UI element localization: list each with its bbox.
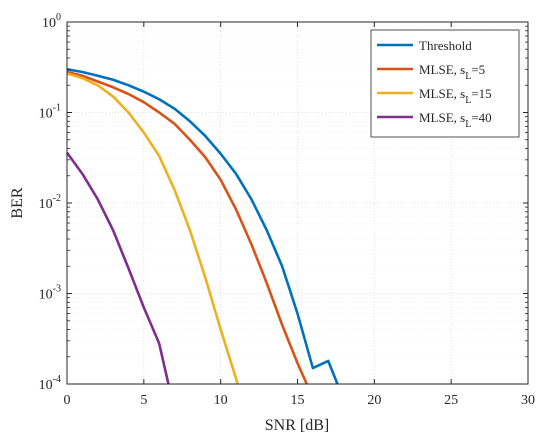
legend-label-main: Threshold <box>419 38 472 53</box>
series-line-0 <box>66 68 339 385</box>
series-line-3 <box>65 151 170 385</box>
legend-label-tail: =40 <box>471 110 491 125</box>
x-tick-labels: 0 5 10 15 20 25 30 <box>64 393 536 408</box>
legend-label-main: MLSE, s <box>419 110 465 125</box>
y-axis-label: BER <box>9 187 26 218</box>
legend-label-subscript: L <box>465 95 471 106</box>
y-tick-base: 10 <box>39 197 53 212</box>
x-tick-label: 10 <box>214 393 228 408</box>
legend-label-0: Threshold <box>419 38 472 53</box>
y-tick-base: 10 <box>39 107 53 122</box>
x-tick-label: 5 <box>140 393 147 408</box>
x-tick-label: 20 <box>367 393 381 408</box>
legend-label-tail: =5 <box>471 62 485 77</box>
legend-label-1: MLSE, sL=5 <box>419 62 485 82</box>
legend-label-main: MLSE, s <box>419 86 465 101</box>
series-line-1 <box>66 70 308 385</box>
y-tick-exponent: -4 <box>53 374 61 385</box>
legend-label-3: MLSE, sL=40 <box>419 110 492 130</box>
legend-box <box>370 29 520 138</box>
legend-label-tail: =15 <box>471 86 491 101</box>
series-line-2 <box>66 72 239 385</box>
y-tick-base: 10 <box>39 288 53 303</box>
series-group <box>65 68 339 385</box>
x-axis-label: SNR [dB] <box>265 417 329 434</box>
x-tick-label: 25 <box>444 393 458 408</box>
x-tick-label: 15 <box>291 393 305 408</box>
x-tick-label: 0 <box>64 393 71 408</box>
y-tick-exponent: -1 <box>53 103 61 114</box>
y-tick-base: 10 <box>42 16 56 31</box>
legend-label-main: MLSE, s <box>419 62 465 77</box>
y-tick-label: 10-3 <box>39 284 61 303</box>
y-tick-label: 10-4 <box>39 374 61 393</box>
y-tick-exponent: -2 <box>53 193 61 204</box>
legend-label-subscript: L <box>465 71 471 82</box>
legend-label-subscript: L <box>465 119 471 130</box>
legend-label-2: MLSE, sL=15 <box>419 86 492 106</box>
x-tick-label: 30 <box>521 393 535 408</box>
y-tick-exponent: -3 <box>53 284 61 295</box>
y-tick-label: 10-1 <box>39 103 61 122</box>
axis-ticks <box>66 21 529 385</box>
y-tick-label: 100 <box>42 12 61 31</box>
y-tick-base: 10 <box>39 378 53 393</box>
y-tick-label: 10-2 <box>39 193 61 212</box>
y-tick-exponent: 0 <box>56 12 61 23</box>
